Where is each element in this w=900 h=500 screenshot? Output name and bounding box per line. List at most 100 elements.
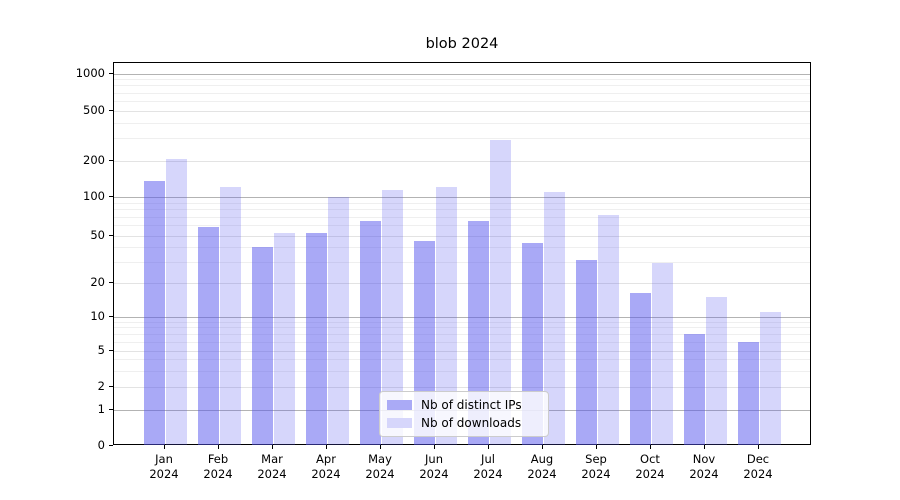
minor-gridline: [114, 122, 810, 124]
x-tick-month: Nov: [692, 452, 716, 466]
minor-gridline: [114, 92, 810, 94]
x-tick-label: Sep 2024: [569, 452, 623, 482]
x-tick-month: Oct: [640, 452, 660, 466]
y-tick-label: 0: [97, 438, 105, 452]
x-tick-year: 2024: [689, 467, 719, 481]
gridline: [114, 350, 810, 352]
x-tick-label: Jun 2024: [407, 452, 461, 482]
y-tick-mark: [109, 386, 113, 387]
chart-title: blob 2024: [425, 36, 499, 52]
bar-nb-of-downloads: [435, 187, 457, 445]
minor-gridline: [114, 216, 810, 218]
bar-nb-of-distinct-ips: [575, 260, 597, 445]
bar-nb-of-distinct-ips: [467, 220, 489, 445]
x-tick-mark: [326, 445, 327, 449]
x-tick-mark: [542, 445, 543, 449]
y-tick-label: 50: [90, 227, 105, 242]
bar-nb-of-downloads: [219, 187, 241, 445]
x-tick-year: 2024: [635, 467, 665, 481]
x-tick-label: Mar 2024: [245, 452, 299, 482]
major-gridline: [114, 316, 810, 318]
gridline: [114, 235, 810, 237]
legend-swatch: [387, 400, 412, 410]
minor-gridline: [114, 209, 810, 211]
y-tick-mark: [109, 445, 113, 446]
minor-gridline: [114, 333, 810, 335]
x-tick-label: Jul 2024: [461, 452, 515, 482]
y-tick-label: 200: [83, 152, 105, 167]
bar-nb-of-downloads: [381, 189, 403, 445]
x-tick-month: May: [368, 452, 392, 466]
minor-gridline: [114, 85, 810, 87]
x-tick-mark: [650, 445, 651, 449]
x-tick-label: May 2024: [353, 452, 407, 482]
x-tick-mark: [434, 445, 435, 449]
y-tick-mark: [109, 408, 113, 410]
x-tick-year: 2024: [743, 467, 773, 481]
legend: Nb of distinct IPs Nb of downloads: [379, 391, 549, 437]
y-tick-mark: [109, 315, 113, 317]
x-tick-month: Dec: [746, 452, 770, 466]
bar-nb-of-downloads: [705, 296, 727, 445]
minor-gridline: [114, 79, 810, 81]
x-tick-year: 2024: [311, 467, 341, 481]
minor-gridline: [114, 246, 810, 248]
legend-label: Nb of downloads: [421, 416, 522, 430]
x-tick-month: Jan: [155, 452, 173, 466]
gridline: [114, 110, 810, 112]
major-gridline: [114, 197, 810, 198]
x-tick-mark: [758, 445, 759, 449]
x-tick-mark: [704, 445, 705, 449]
y-tick-label: 10: [90, 308, 105, 323]
y-tick-label: 500: [83, 102, 105, 117]
y-tick-mark: [109, 234, 113, 236]
x-tick-year: 2024: [149, 467, 179, 481]
minor-gridline: [114, 321, 810, 323]
gridline: [114, 160, 810, 162]
bar-nb-of-downloads: [597, 215, 619, 445]
x-tick-mark: [164, 445, 165, 449]
x-tick-year: 2024: [419, 467, 449, 481]
legend-label: Nb of distinct IPs: [421, 398, 522, 412]
minor-gridline: [114, 341, 810, 343]
minor-gridline: [114, 202, 810, 204]
x-tick-label: Feb 2024: [191, 452, 245, 482]
bar-nb-of-distinct-ips: [197, 227, 219, 445]
x-tick-month: Apr: [316, 452, 336, 466]
minor-gridline: [114, 138, 810, 140]
bar-nb-of-distinct-ips: [683, 333, 705, 445]
x-tick-label: Dec 2024: [731, 452, 785, 482]
minor-gridline: [114, 100, 810, 102]
y-tick-label: 2: [97, 379, 105, 393]
gridline: [114, 387, 810, 388]
minor-gridline: [114, 225, 810, 227]
bar-nb-of-downloads: [273, 233, 295, 445]
x-tick-mark: [272, 445, 273, 449]
x-tick-label: Aug 2024: [515, 452, 569, 482]
x-tick-month: Sep: [585, 452, 607, 466]
minor-gridline: [114, 370, 810, 372]
y-tick-label: 100: [83, 189, 105, 203]
x-tick-year: 2024: [257, 467, 287, 481]
y-tick-mark: [109, 281, 113, 283]
x-tick-label: Nov 2024: [677, 452, 731, 482]
y-tick-mark: [109, 196, 113, 197]
legend-swatch: [387, 418, 412, 428]
y-tick-label: 5: [97, 342, 105, 357]
bar-nb-of-downloads: [489, 140, 511, 445]
legend-entry: Nb of distinct IPs: [387, 398, 540, 412]
x-tick-label: Jan 2024: [137, 452, 191, 482]
bar-nb-of-distinct-ips: [359, 220, 381, 445]
x-tick-year: 2024: [365, 467, 395, 481]
bar-nb-of-distinct-ips: [251, 246, 273, 445]
y-tick-mark: [109, 72, 113, 74]
bar-nb-of-downloads: [165, 159, 187, 445]
minor-gridline: [114, 261, 810, 263]
minor-gridline: [114, 359, 810, 361]
y-tick-label: 1: [97, 401, 105, 416]
x-tick-month: Jul: [481, 452, 495, 466]
bar-nb-of-distinct-ips: [737, 341, 759, 445]
bar-nb-of-distinct-ips: [305, 233, 327, 445]
bar-nb-of-distinct-ips: [143, 181, 165, 445]
